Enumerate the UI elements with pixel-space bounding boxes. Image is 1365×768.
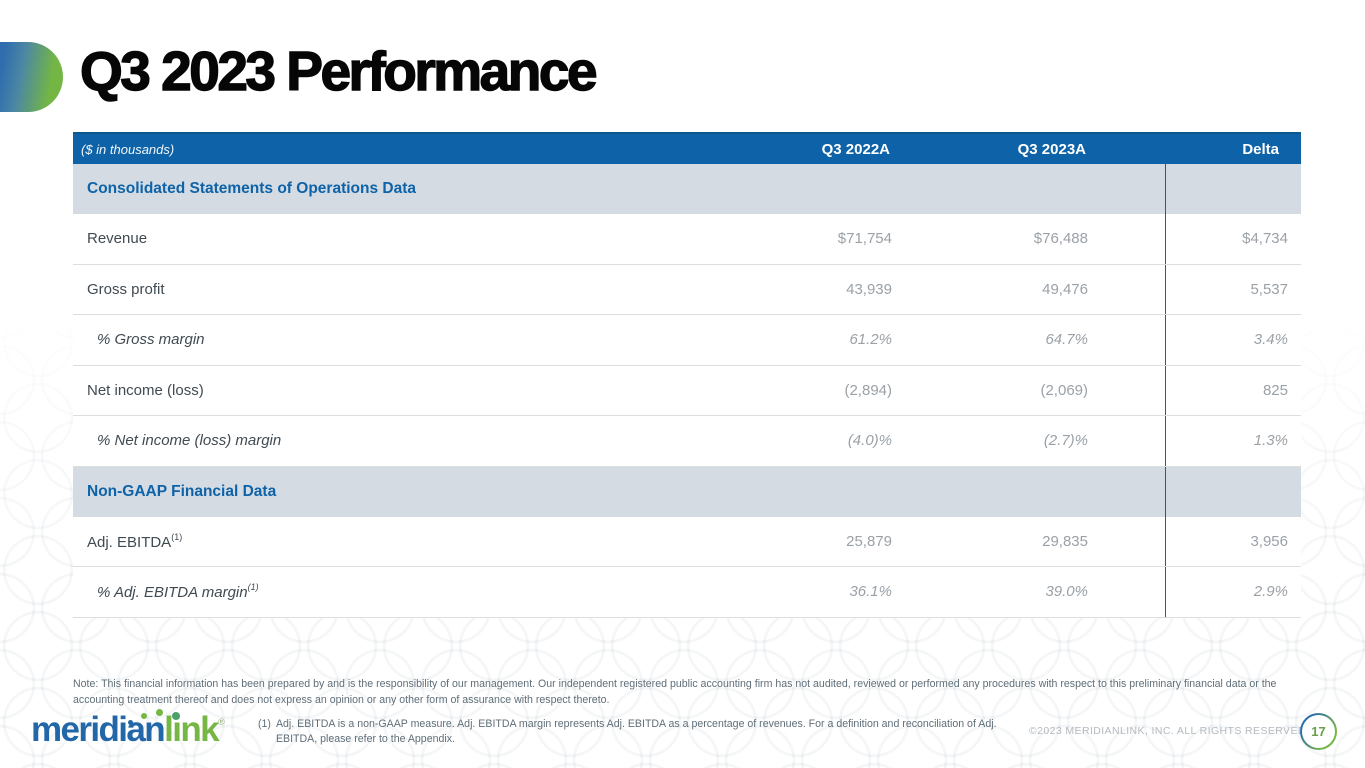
footnote-text: Adj. EBITDA is a non-GAAP measure. Adj. … xyxy=(275,718,997,746)
value-q3-2022a: 36.1% xyxy=(849,583,892,601)
copyright-text: ©2023 MERIDIANLINK, INC. ALL RIGHTS RESE… xyxy=(1029,725,1310,737)
registered-trademark-icon: ® xyxy=(218,717,225,727)
logo-dots xyxy=(172,712,180,720)
row-label: Revenue xyxy=(87,230,148,248)
table-body: Consolidated Statements of Operations Da… xyxy=(73,164,1301,618)
value-q3-2023a: 64.7% xyxy=(1045,331,1088,349)
table-row: Revenue $71,754 $76,488 $4,734 xyxy=(73,214,1301,265)
value-delta xyxy=(1165,164,1301,214)
row-label: Adj. EBITDA(1) xyxy=(87,531,183,551)
footnote-reference: (1) xyxy=(171,531,183,542)
column-header-delta: Delta xyxy=(1242,140,1279,158)
row-label: % Net income (loss) margin xyxy=(97,432,282,450)
value-delta: 5,537 xyxy=(1165,264,1301,314)
value-q3-2022a: 61.2% xyxy=(849,331,892,349)
table-row: % Gross margin 61.2% 64.7% 3.4% xyxy=(73,315,1301,366)
table-row: Gross profit 43,939 49,476 5,537 xyxy=(73,264,1301,315)
section-row: Consolidated Statements of Operations Da… xyxy=(73,164,1301,214)
footnote-reference: (1) xyxy=(247,582,259,593)
logo-dots xyxy=(141,713,147,719)
value-delta: 1.3% xyxy=(1165,416,1301,466)
disclaimer-note: Note: This financial information has bee… xyxy=(73,678,1277,706)
financial-table: ($ in thousands) Q3 2022A Q3 2023A Delta… xyxy=(73,132,1301,618)
row-label: % Gross margin xyxy=(97,331,205,349)
logo-dots xyxy=(128,720,133,725)
value-delta: 3.4% xyxy=(1165,315,1301,365)
value-q3-2022a: 43,939 xyxy=(846,280,892,298)
row-label: Net income (loss) xyxy=(87,381,204,399)
value-q3-2023a: (2.7)% xyxy=(1043,432,1088,450)
section-label: Consolidated Statements of Operations Da… xyxy=(87,180,416,197)
value-delta: 2.9% xyxy=(1165,567,1301,617)
footnote-marker: (1) xyxy=(258,718,271,730)
section-row: Non-GAAP Financial Data xyxy=(73,466,1301,517)
brand-accent-shape xyxy=(0,42,63,112)
value-q3-2023a: 39.0% xyxy=(1045,583,1088,601)
value-delta xyxy=(1165,466,1301,517)
value-delta: 825 xyxy=(1165,365,1301,415)
table-row: Net income (loss) (2,894) (2,069) 825 xyxy=(73,365,1301,416)
column-header-q3-2022a: Q3 2022A xyxy=(821,140,890,158)
page-number-badge: 17 xyxy=(1300,713,1337,750)
value-q3-2023a: $76,488 xyxy=(1033,230,1088,248)
value-delta: 3,956 xyxy=(1165,516,1301,566)
table-row: % Net income (loss) margin (4.0)% (2.7)% 1.… xyxy=(73,416,1301,467)
value-q3-2023a: (2,069) xyxy=(1040,381,1088,399)
table-header-row: ($ in thousands) Q3 2022A Q3 2023A Delta xyxy=(73,132,1301,164)
logo-dots xyxy=(156,709,163,716)
value-delta: $4,734 xyxy=(1165,214,1301,264)
table-unit-label: ($ in thousands) xyxy=(81,141,175,157)
page-title: Q3 2023 Performance xyxy=(79,40,598,102)
value-q3-2022a: 25,879 xyxy=(846,532,892,550)
value-q3-2022a: (2,894) xyxy=(844,381,892,399)
page-number: 17 xyxy=(1311,724,1326,739)
value-q3-2023a: 49,476 xyxy=(1042,280,1088,298)
table-row: % Adj. EBITDA margin(1) 36.1% 39.0% 2.9% xyxy=(73,567,1301,618)
value-q3-2022a: $71,754 xyxy=(837,230,892,248)
footnote: (1) Adj. EBITDA is a non-GAAP measure. A… xyxy=(258,717,1003,748)
table-row: Adj. EBITDA(1) 25,879 29,835 3,956 xyxy=(73,516,1301,567)
value-q3-2023a: 29,835 xyxy=(1042,532,1088,550)
section-label: Non-GAAP Financial Data xyxy=(87,482,277,500)
value-q3-2022a: (4.0)% xyxy=(847,432,892,450)
meridianlink-logo: meridianlink® xyxy=(31,706,246,754)
row-label: Gross profit xyxy=(87,280,165,298)
row-label: % Adj. EBITDA margin(1) xyxy=(97,582,259,602)
column-header-q3-2023a: Q3 2023A xyxy=(1017,140,1086,158)
